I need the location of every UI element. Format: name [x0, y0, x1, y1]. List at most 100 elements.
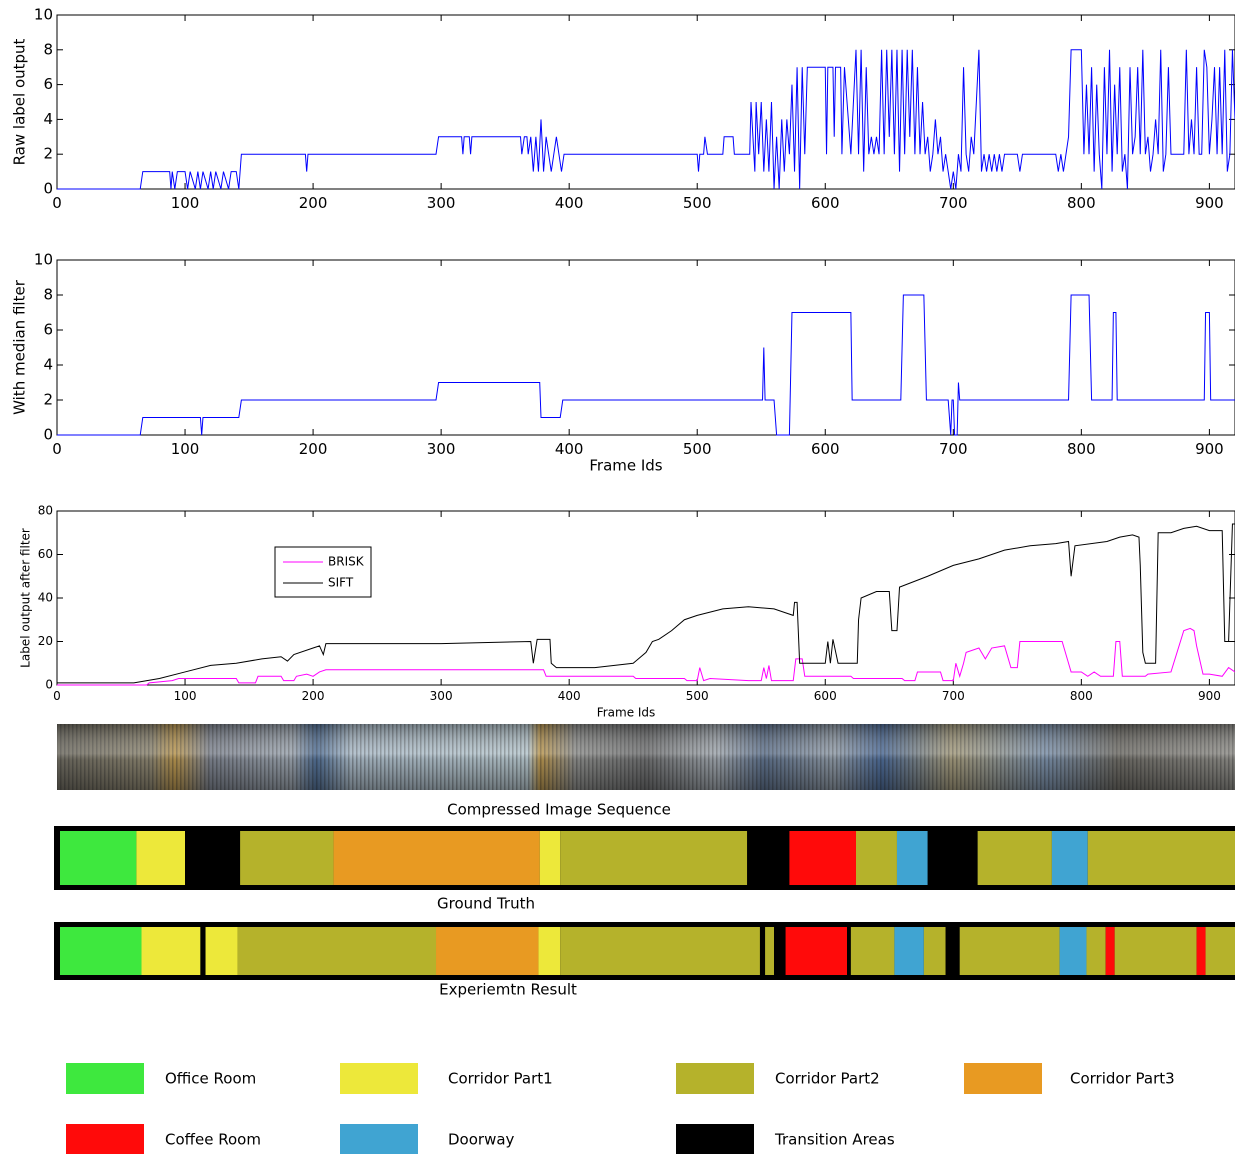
- y-tick-label: 8: [43, 286, 53, 304]
- segment: [1106, 927, 1115, 975]
- x-tick-label: 500: [683, 194, 712, 212]
- legend-swatch: [964, 1063, 1042, 1094]
- y-tick-label: 8: [43, 40, 53, 58]
- segment: [1052, 831, 1088, 885]
- x-tick-label: 200: [299, 194, 328, 212]
- timeline-caption: Ground Truth: [437, 895, 535, 913]
- legend-swatch: [66, 1124, 144, 1154]
- segment: [946, 927, 960, 975]
- segment: [786, 927, 847, 975]
- x-tick-label: 600: [811, 440, 840, 458]
- segment: [1060, 927, 1087, 975]
- x-tick-label: 200: [299, 440, 328, 458]
- y-axis-label: With median filter: [11, 279, 29, 415]
- x-tick-label: 0: [52, 194, 62, 212]
- segment: [206, 927, 238, 975]
- segment: [60, 831, 136, 885]
- y-tick-label: 0: [45, 678, 53, 692]
- x-axis-label: Frame Ids: [597, 706, 656, 720]
- x-tick-label: 400: [555, 440, 584, 458]
- segment: [560, 927, 760, 975]
- segment: [1206, 927, 1235, 975]
- segment: [760, 927, 765, 975]
- data-line: [57, 295, 1235, 435]
- x-tick-label: 100: [171, 440, 200, 458]
- segment: [334, 831, 540, 885]
- legend-label: SIFT: [328, 576, 354, 590]
- y-tick-label: 6: [43, 321, 53, 339]
- segment: [1197, 927, 1206, 975]
- plot-frame: [57, 260, 1235, 435]
- y-axis-label: Raw label output: [11, 38, 29, 165]
- data-line: [57, 628, 1235, 685]
- segment: [747, 831, 789, 885]
- y-tick-label: 0: [43, 180, 53, 198]
- segment: [538, 927, 560, 975]
- x-axis-label: Frame Ids: [589, 457, 662, 475]
- segment: [1088, 831, 1235, 885]
- x-tick-label: 800: [1067, 194, 1096, 212]
- legend-label: Office Room: [165, 1070, 256, 1088]
- legend-label: Corridor Part3: [1070, 1070, 1175, 1088]
- segment: [540, 831, 560, 885]
- y-tick-label: 60: [38, 547, 53, 561]
- strip-caption: Compressed Image Sequence: [447, 801, 671, 819]
- x-tick-label: 500: [686, 689, 709, 703]
- y-tick-label: 20: [38, 634, 53, 648]
- x-tick-label: 700: [939, 194, 968, 212]
- segment: [924, 927, 946, 975]
- x-tick-label: 500: [683, 440, 712, 458]
- y-tick-label: 10: [34, 6, 53, 24]
- x-tick-label: 100: [171, 194, 200, 212]
- segment: [142, 927, 201, 975]
- y-tick-label: 2: [43, 145, 53, 163]
- image-strip: [57, 724, 1235, 790]
- x-tick-label: 700: [942, 689, 965, 703]
- segment: [774, 927, 786, 975]
- figure: Compressed Image Sequence 01002003004005…: [0, 0, 1235, 1154]
- legend-swatch: [676, 1063, 754, 1094]
- x-tick-label: 0: [53, 689, 61, 703]
- legend-swatch: [340, 1063, 418, 1094]
- segment: [1115, 927, 1197, 975]
- y-tick-label: 4: [43, 110, 53, 128]
- segment: [960, 927, 1060, 975]
- y-axis-label: Label output after filter: [19, 528, 33, 668]
- y-tick-label: 6: [43, 75, 53, 93]
- segment: [436, 927, 538, 975]
- segment: [200, 927, 205, 975]
- legend-label: Coffee Room: [165, 1131, 261, 1149]
- x-tick-label: 700: [939, 440, 968, 458]
- segment: [847, 927, 851, 975]
- timeline-caption: Experiemtn Result: [439, 981, 577, 999]
- x-tick-label: 300: [427, 440, 456, 458]
- legend-label: BRISK: [328, 555, 365, 569]
- x-tick-label: 300: [427, 194, 456, 212]
- y-tick-label: 4: [43, 356, 53, 374]
- data-line: [57, 50, 1235, 189]
- y-tick-label: 80: [38, 504, 53, 518]
- segment: [60, 927, 142, 975]
- segment: [851, 927, 895, 975]
- segment: [978, 831, 1052, 885]
- legend-swatch: [66, 1063, 144, 1094]
- y-tick-label: 10: [34, 251, 53, 269]
- segment: [136, 831, 185, 885]
- x-tick-label: 600: [811, 194, 840, 212]
- plot-frame: [57, 15, 1235, 189]
- legend-label: Doorway: [448, 1131, 515, 1149]
- x-tick-label: 900: [1198, 689, 1221, 703]
- segment: [185, 831, 240, 885]
- legend-label: Corridor Part1: [448, 1070, 553, 1088]
- segment: [928, 831, 978, 885]
- segment: [856, 831, 897, 885]
- segment: [1086, 927, 1105, 975]
- legend-label: Transition Areas: [774, 1131, 895, 1149]
- segment: [240, 831, 333, 885]
- y-tick-label: 40: [38, 591, 53, 605]
- x-tick-label: 800: [1070, 689, 1093, 703]
- x-tick-label: 400: [558, 689, 581, 703]
- segment: [789, 831, 856, 885]
- x-tick-label: 0: [52, 440, 62, 458]
- x-tick-label: 300: [430, 689, 453, 703]
